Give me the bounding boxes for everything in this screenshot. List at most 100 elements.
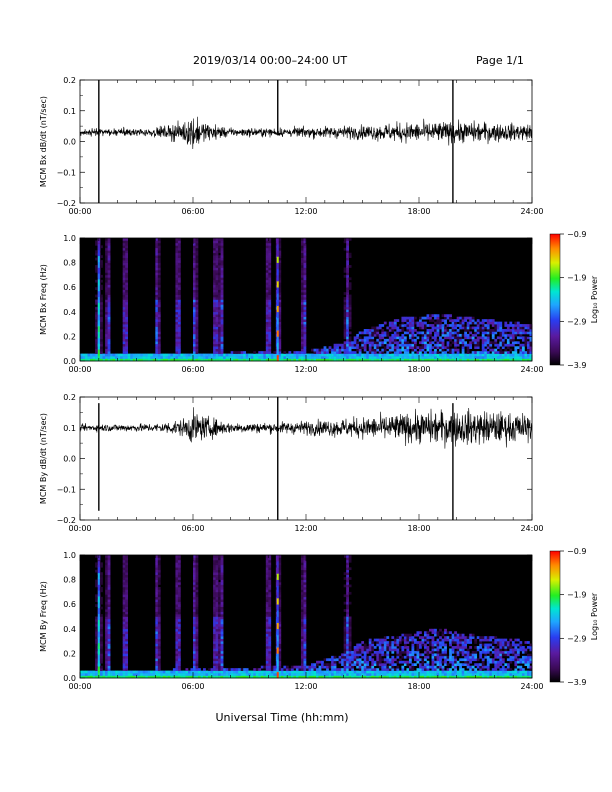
spectrogram-cell — [175, 267, 179, 271]
spectrogram-cell — [107, 348, 111, 352]
spectrogram-cell — [434, 643, 437, 647]
spectrogram-cell — [303, 609, 307, 612]
spectrogram-cell — [323, 673, 327, 676]
spectrogram-cell — [177, 257, 181, 261]
spectrogram-cell — [268, 616, 272, 620]
spectrogram-cell — [489, 356, 493, 359]
spectrogram-cell — [421, 660, 425, 664]
spectrogram-cell — [521, 336, 525, 340]
spectrogram-cell — [464, 643, 468, 647]
spectrogram-cell — [466, 663, 470, 666]
spectrogram-cell — [268, 614, 272, 617]
spectrogram-cell — [449, 336, 452, 340]
spectrogram-cell — [346, 297, 349, 300]
spectrogram-cell — [361, 641, 365, 644]
spectrogram-cell — [356, 673, 360, 676]
spectrogram-cell — [398, 636, 402, 639]
spectrogram-cell — [87, 356, 91, 359]
spectrogram-cell — [454, 636, 457, 639]
spectrogram-cell — [218, 559, 221, 563]
spectrogram-cell — [107, 616, 111, 620]
spectrogram-cell — [366, 658, 370, 662]
spectrogram-cell — [383, 348, 387, 352]
spectrogram-cell — [122, 559, 126, 563]
spectrogram-cell — [177, 670, 181, 674]
spectrogram-cell — [383, 321, 387, 325]
spectrogram-cell — [175, 238, 179, 241]
spectrogram-cell — [278, 626, 282, 630]
spectrogram-cell — [278, 299, 282, 303]
spectrogram-cell — [393, 638, 397, 642]
spectrogram-cell — [406, 329, 410, 332]
spectrogram-cell — [421, 643, 425, 647]
spectrogram-cell — [107, 356, 111, 359]
spectrogram-cell — [278, 238, 282, 241]
spectrogram-cell — [459, 650, 462, 654]
spectrogram-cell — [331, 351, 334, 354]
spectrogram-cell — [177, 562, 181, 566]
spectrogram-cell — [356, 356, 360, 359]
spectrogram-cell — [107, 633, 111, 637]
spectrogram-cell — [125, 326, 129, 330]
spectrogram-cell — [105, 319, 108, 322]
spectrogram-cell — [157, 297, 161, 300]
spectrogram-cell — [125, 338, 129, 342]
spectrogram-cell — [95, 618, 98, 622]
spectrogram-cell — [263, 670, 267, 674]
spectrogram-cell — [341, 653, 344, 657]
spectrogram-cell — [235, 358, 239, 362]
spectrogram-cell — [419, 631, 422, 635]
spectrogram-cell — [155, 289, 159, 293]
spectrogram-cell — [220, 277, 224, 281]
spectrogram-cell — [343, 301, 347, 305]
spectrogram-cell — [288, 670, 292, 674]
spectrogram-cell — [386, 353, 390, 357]
spectrogram-cell — [155, 299, 159, 303]
spectrogram-cell — [300, 238, 304, 241]
spectrogram-cell — [110, 673, 113, 676]
spectrogram-cell — [388, 338, 392, 342]
spectrogram-cell — [326, 358, 329, 362]
spectrogram-cell — [268, 569, 272, 573]
spectrogram-cell — [105, 604, 108, 607]
y-tick-label: 0.1 — [63, 424, 76, 433]
spectrogram-cell — [125, 589, 129, 593]
spectrogram-cell — [441, 660, 445, 664]
spectrogram-cell — [195, 297, 199, 300]
spectrogram-cell — [461, 333, 465, 337]
spectrogram-cell — [177, 599, 181, 603]
spectrogram-cell — [255, 668, 259, 671]
spectrogram-cell — [157, 660, 161, 664]
spectrogram-cell — [373, 650, 377, 654]
spectrogram-cell — [489, 343, 493, 347]
spectrogram-cell — [300, 604, 304, 607]
spectrogram-cell — [215, 557, 219, 561]
spectrogram-cell — [107, 358, 111, 362]
spectrogram-cell — [220, 358, 224, 362]
spectrogram-cell — [213, 604, 216, 607]
spectrogram-cell — [175, 559, 179, 563]
spectrogram-cell — [175, 299, 179, 303]
spectrogram-cell — [125, 626, 129, 630]
spectrogram-cell — [125, 267, 129, 271]
spectrogram-cell — [215, 329, 219, 332]
spectrogram-cell — [506, 358, 510, 362]
spectrogram-cell — [383, 331, 387, 335]
spectrogram-cell — [496, 329, 500, 332]
spectrogram-cell — [100, 616, 103, 620]
spectrogram-cell — [215, 338, 219, 342]
spectrogram-cell — [333, 351, 337, 354]
spectrogram-cell — [215, 636, 219, 639]
spectrogram-cell — [476, 346, 480, 349]
spectrogram-cell — [170, 675, 174, 679]
spectrogram-cell — [311, 348, 314, 352]
spectrogram-cell — [215, 559, 219, 563]
spectrogram-cell — [494, 338, 498, 342]
spectrogram-cell — [346, 326, 349, 330]
spectrogram-cell — [253, 675, 257, 679]
spectrogram-cell — [208, 673, 211, 676]
spectrogram-cell — [105, 311, 108, 315]
spectrogram-cell — [434, 648, 437, 652]
spectrogram-cell — [393, 675, 397, 679]
spectrogram-cell — [464, 646, 468, 649]
